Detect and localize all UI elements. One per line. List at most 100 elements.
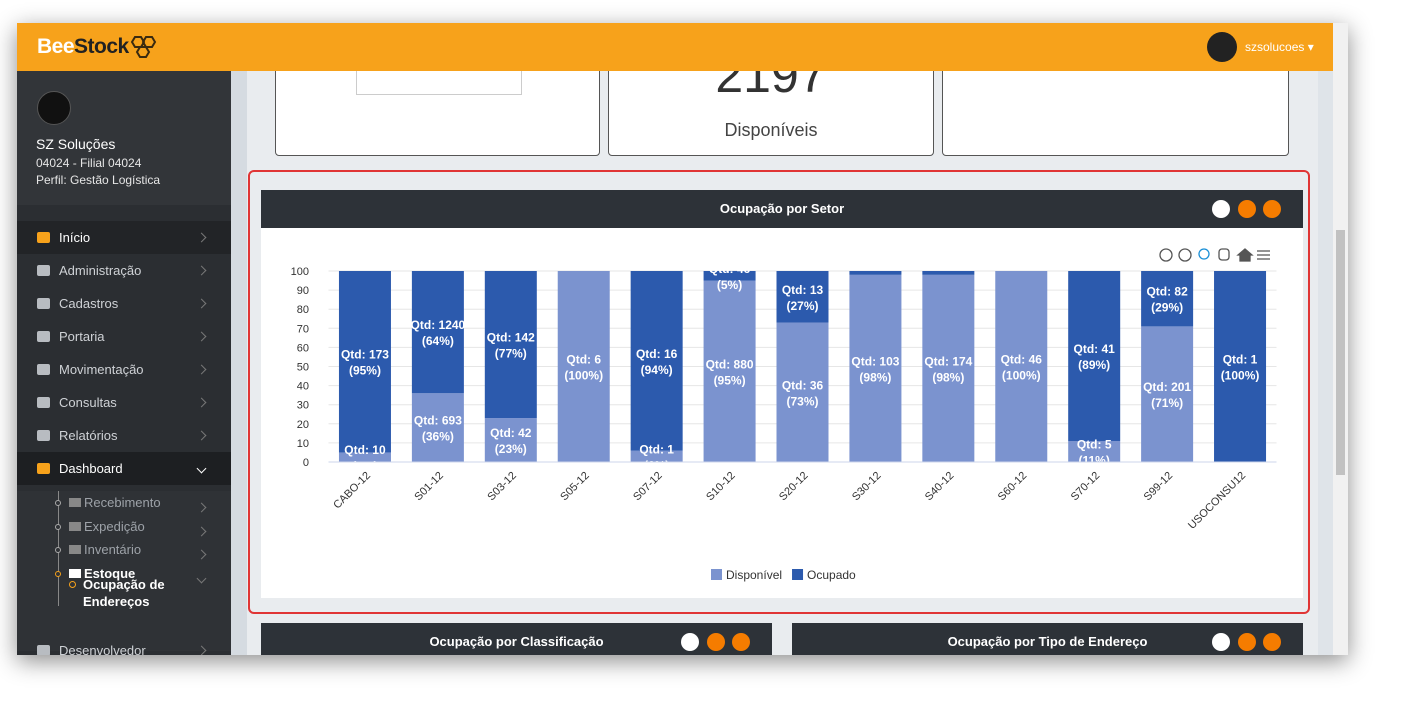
menu-item[interactable]: Movimentação: [17, 353, 231, 386]
value-label: (94%): [641, 363, 673, 377]
browser-window: BeeStock szsolucoes ▾ SZ Soluções 04024 …: [17, 23, 1348, 655]
menu-label: Desenvolvedor: [59, 643, 146, 655]
y-tick-label: 70: [297, 323, 309, 335]
quantity-label: Qtd: 36: [782, 378, 824, 392]
bar-segment: [484, 418, 537, 462]
value-label: (71%): [1151, 396, 1183, 410]
fullscreen-button[interactable]: [1212, 200, 1230, 218]
refresh-button[interactable]: [707, 633, 725, 651]
active-item[interactable]: Ocupação de Endereços: [83, 577, 165, 609]
legend-label: Disponível: [726, 568, 782, 582]
submenu-chevron: [196, 502, 207, 513]
zoom-select[interactable]: [1198, 248, 1210, 260]
submenu-bullet: [55, 547, 61, 553]
y-tick-label: 100: [291, 266, 309, 278]
quantity-label: Qtd: 103: [851, 354, 899, 368]
active-bullet: [69, 581, 76, 588]
menu-item[interactable]: Dashboard: [17, 452, 231, 485]
menu-item[interactable]: Relatórios: [17, 419, 231, 452]
legend-label: Ocupado: [807, 568, 856, 582]
bar-segment: [1141, 271, 1194, 327]
legend-swatch: [711, 569, 722, 580]
refresh-button[interactable]: [1238, 633, 1256, 651]
bar-segment: [703, 280, 756, 462]
pan[interactable]: [1218, 248, 1230, 261]
submenu-label: Expedição: [84, 518, 145, 534]
y-tick-label: 40: [297, 381, 309, 393]
quantity-label: Qtd: 173: [341, 348, 389, 362]
menu-chevron: [196, 430, 207, 441]
menu-item[interactable]: Início: [17, 221, 231, 254]
menu-chevron: [196, 232, 207, 243]
menu-chevron: [196, 265, 207, 276]
menu-chevron: [196, 463, 207, 474]
quantity-label: Qtd: 46: [709, 262, 751, 276]
bar-segment: [484, 271, 537, 419]
menu[interactable]: [1257, 250, 1270, 260]
value-label: (23%): [495, 442, 527, 456]
y-tick-label: 80: [297, 304, 309, 316]
value-label: (98%): [859, 370, 891, 384]
bar-segment: [630, 271, 683, 451]
brand-logo: [130, 36, 157, 58]
submenu-chevron: [196, 549, 207, 560]
zoom-out[interactable]: [1178, 248, 1192, 262]
value-label: (95%): [714, 373, 746, 387]
value-label: (73%): [786, 394, 818, 408]
menu-item[interactable]: Cadastros: [17, 287, 231, 320]
submenu-bullet: [55, 523, 61, 530]
submenu-item[interactable]: Inventário: [17, 538, 231, 561]
scrollbar[interactable]: [1333, 23, 1348, 655]
value-label: (6%): [644, 458, 669, 472]
submenu-item[interactable]: Estoque: [17, 562, 231, 585]
y-tick-label: 30: [297, 400, 309, 412]
menu-chevron: [196, 331, 207, 342]
refresh-button[interactable]: [1238, 200, 1256, 218]
zoom-in[interactable]: [1159, 248, 1173, 262]
value-label: (11%): [1079, 453, 1110, 467]
chart: 0 10 20 30 40 50 60 70 80 90 100 Qtd: 10 (5%) Qtd: 17…: [291, 248, 1277, 582]
quantity-label: Qtd: 1: [639, 442, 674, 456]
scroll-thumb[interactable]: [1336, 230, 1345, 475]
user-name[interactable]: szsolucoes ▾: [1245, 40, 1314, 54]
y-tick-label: 20: [297, 419, 309, 431]
submenu-label: Inventário: [84, 542, 142, 557]
bar-segment: [922, 271, 975, 275]
bar-segment: [338, 271, 391, 453]
quantity-label: Qtd: 693: [414, 414, 462, 428]
quantity-label: Qtd: 142: [487, 331, 535, 345]
menu-icon: [37, 364, 50, 375]
menu-icon: [37, 265, 50, 276]
submenu-item[interactable]: Recebimento: [17, 491, 231, 514]
fullscreen-button[interactable]: [681, 633, 699, 651]
menu-item[interactable]: Portaria: [17, 320, 231, 353]
collapse-button[interactable]: [1263, 633, 1281, 651]
collapse-button[interactable]: [732, 633, 750, 651]
menu-item[interactable]: Consultas: [17, 386, 231, 419]
menu-item[interactable]: Administração: [17, 254, 231, 287]
quantity-label: Qtd: 174: [924, 354, 972, 368]
quantity-label: Qtd: 41: [1074, 342, 1116, 356]
gutter: [231, 71, 247, 655]
submenu-icon: [69, 545, 81, 554]
value-label: (5%): [717, 278, 742, 292]
fullscreen-button[interactable]: [1212, 633, 1230, 651]
brand[interactable]: BeeStock: [37, 35, 129, 59]
value-label: (5%): [352, 459, 377, 473]
quantity-label: Qtd: 5: [1077, 437, 1112, 451]
bars: [338, 271, 1267, 462]
menu-item[interactable]: Desenvolvedor: [17, 634, 231, 655]
user-avatar[interactable]: [1207, 32, 1237, 62]
reset[interactable]: [1236, 248, 1254, 262]
legend-swatch: [792, 569, 804, 580]
value-label: (100%): [1002, 369, 1041, 383]
submenu-label: Recebimento: [84, 495, 161, 510]
submenu-item[interactable]: Expedição: [17, 515, 231, 538]
quantity-label: Qtd: 10: [344, 443, 386, 457]
value-label: (100%): [564, 369, 603, 383]
menu-icon: [37, 463, 50, 474]
collapse-button[interactable]: [1263, 200, 1281, 218]
menu-label: Cadastros: [59, 296, 119, 311]
card-inner: [356, 64, 522, 95]
brand-stock: Stock: [74, 35, 129, 58]
